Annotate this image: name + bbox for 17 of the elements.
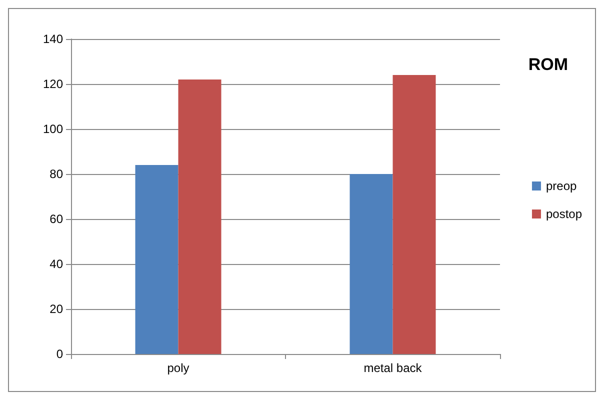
legend-label: postop bbox=[546, 207, 582, 221]
legend-label: preop bbox=[546, 179, 577, 193]
bar bbox=[350, 174, 393, 354]
x-tick-label: metal back bbox=[364, 361, 423, 375]
y-tick-label: 80 bbox=[50, 167, 64, 181]
y-tick-label: 40 bbox=[50, 257, 64, 271]
y-tick-label: 120 bbox=[42, 77, 64, 91]
y-tick-label: 100 bbox=[42, 122, 64, 136]
bar bbox=[392, 75, 436, 354]
x-tick-label: poly bbox=[167, 361, 190, 375]
y-tick-label: 0 bbox=[56, 347, 64, 361]
bar bbox=[135, 165, 178, 354]
y-tick-label: 60 bbox=[50, 212, 64, 226]
bar bbox=[178, 80, 222, 354]
y-tick-label: 20 bbox=[50, 302, 64, 316]
y-tick-label: 140 bbox=[42, 32, 64, 46]
text: ROM bbox=[528, 55, 568, 74]
